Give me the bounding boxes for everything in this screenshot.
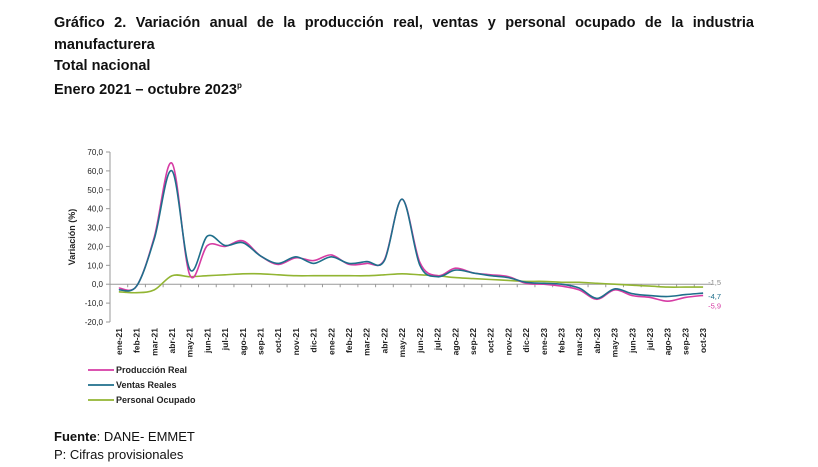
x-tick-label: mar-21 (149, 328, 159, 356)
x-tick-label: ene-23 (539, 328, 549, 355)
x-tick-label: jun-22 (415, 328, 425, 354)
provisional-note: P: Cifras provisionales (54, 447, 184, 462)
x-tick-label: ago-23 (663, 328, 673, 356)
chart-subtitle-scope: Total nacional (54, 58, 151, 74)
x-tick-label: abr-21 (167, 328, 177, 354)
source-line: Fuente: DANE- EMMET (54, 428, 195, 446)
x-tick-label: nov-22 (503, 328, 513, 356)
x-tick-label: dic-22 (521, 328, 531, 353)
y-tick-label: 40,0 (87, 205, 103, 214)
y-tick-label: 70,0 (87, 148, 103, 157)
period-text: Enero 2021 – octubre 2023 (54, 81, 237, 98)
x-tick-label: jun-21 (202, 328, 212, 354)
chart-header: Gráfico 2. Variación anual de la producc… (54, 12, 754, 100)
chart-title: Gráfico 2. Variación anual de la producc… (54, 15, 754, 53)
y-tick-label: 20,0 (87, 242, 103, 251)
x-tick-label: oct-22 (486, 328, 496, 353)
x-tick-label: mar-23 (574, 328, 584, 356)
x-tick-label: feb-22 (344, 328, 354, 353)
legend-label: Producción Real (116, 365, 187, 375)
provisional-mark: p (236, 81, 242, 90)
x-tick-label: jul-23 (645, 328, 655, 351)
series-line-3 (118, 272, 704, 294)
x-tick-label: ago-22 (450, 328, 460, 356)
legend-label: Personal Ocupado (116, 395, 196, 405)
x-tick-label: abr-23 (592, 328, 602, 354)
x-tick-label: sep-22 (468, 328, 478, 355)
end-value-label: -5,9 (708, 301, 721, 310)
y-axis-label: Variación (%) (67, 209, 77, 266)
series-line-1 (118, 162, 704, 303)
x-tick-label: may-23 (610, 328, 620, 358)
end-value-label: -4,7 (708, 292, 721, 301)
series-line-2 (118, 170, 704, 300)
x-tick-label: sep-23 (680, 328, 690, 355)
x-tick-label: feb-23 (557, 328, 567, 353)
y-tick-label: 60,0 (87, 167, 103, 176)
end-value-label: -1,5 (708, 278, 721, 287)
x-tick-label: mar-22 (362, 328, 372, 356)
source-text: : DANE- EMMET (96, 429, 195, 444)
x-tick-label: oct-21 (273, 328, 283, 353)
x-tick-label: may-21 (185, 328, 195, 358)
x-tick-label: oct-23 (698, 328, 708, 353)
legend-label: Ventas Reales (116, 380, 177, 390)
x-tick-label: dic-21 (309, 328, 319, 353)
y-tick-label: 30,0 (87, 224, 103, 233)
y-tick-label: -20,0 (85, 318, 104, 327)
y-tick-label: 10,0 (87, 261, 103, 270)
chart-footer: Fuente: DANE- EMMET P: Cifras provisiona… (54, 428, 195, 464)
y-tick-label: -10,0 (85, 299, 104, 308)
x-tick-label: jun-23 (627, 328, 637, 354)
chart-subtitle-period: Enero 2021 – octubre 2023p (54, 76, 754, 100)
x-tick-label: nov-21 (291, 328, 301, 356)
x-tick-label: jul-22 (433, 328, 443, 351)
x-tick-label: ene-22 (326, 328, 336, 355)
x-tick-label: ene-21 (114, 328, 124, 355)
x-tick-label: may-22 (397, 328, 407, 358)
x-tick-label: ago-21 (238, 328, 248, 356)
y-tick-label: 0,0 (92, 280, 104, 289)
x-tick-label: abr-22 (379, 328, 389, 354)
x-tick-label: feb-21 (132, 328, 142, 353)
x-tick-label: jul-21 (220, 328, 230, 351)
source-label: Fuente (54, 429, 97, 444)
y-tick-label: 50,0 (87, 186, 103, 195)
x-tick-label: sep-21 (256, 328, 266, 355)
